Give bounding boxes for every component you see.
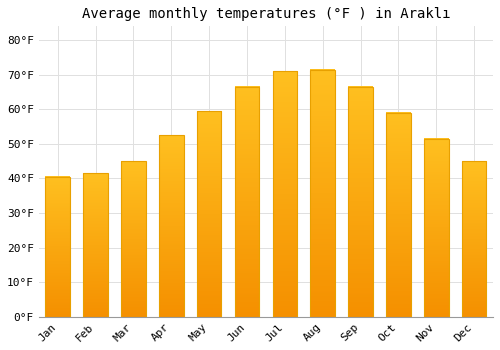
Bar bbox=[272, 71, 297, 317]
Bar bbox=[462, 161, 486, 317]
Bar bbox=[424, 139, 448, 317]
Bar bbox=[310, 70, 335, 317]
Bar bbox=[46, 177, 70, 317]
Title: Average monthly temperatures (°F ) in Araklı: Average monthly temperatures (°F ) in Ar… bbox=[82, 7, 450, 21]
Bar bbox=[84, 173, 108, 317]
Bar bbox=[159, 135, 184, 317]
Bar bbox=[197, 111, 222, 317]
Bar bbox=[386, 113, 410, 317]
Bar bbox=[234, 87, 260, 317]
Bar bbox=[348, 87, 373, 317]
Bar bbox=[121, 161, 146, 317]
